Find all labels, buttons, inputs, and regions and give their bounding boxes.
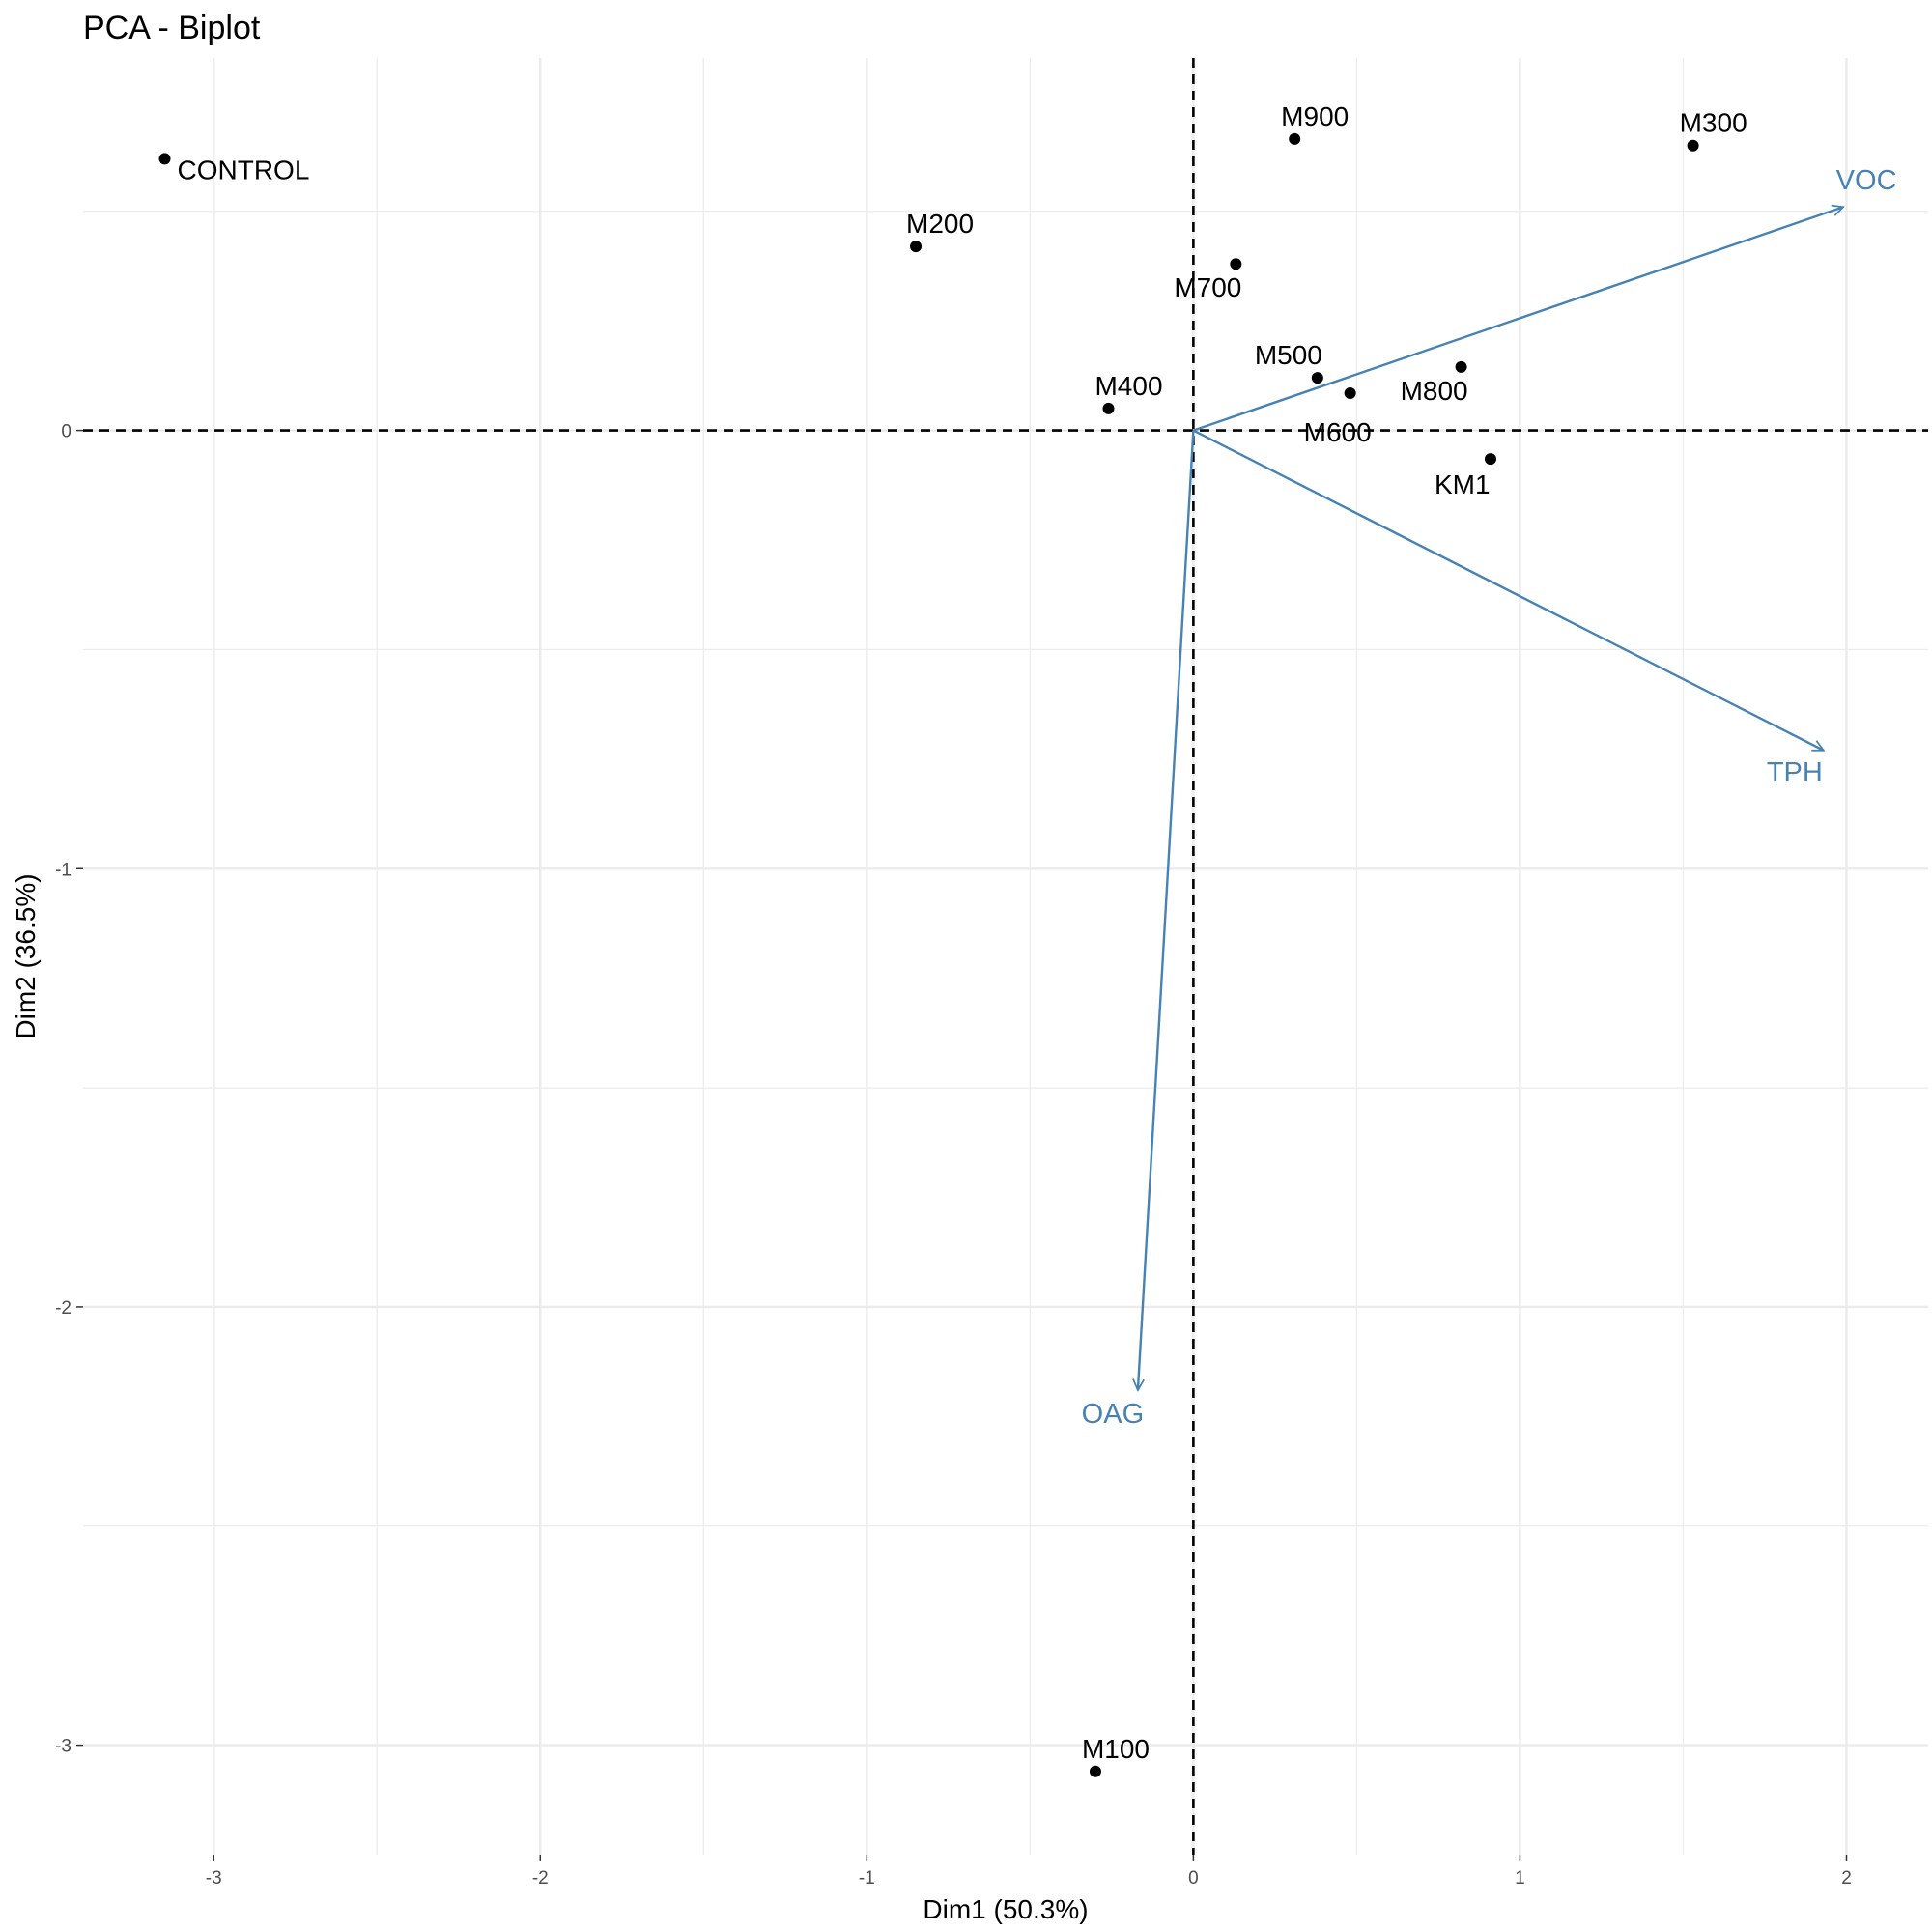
point-m700: [1230, 258, 1242, 270]
x-tick-label: 2: [1841, 1868, 1852, 1889]
point-label-m600: M600: [1304, 417, 1372, 447]
observation-points: CONTROL M200 M900 M300 M700 M500 M800 M600 M400 K…: [158, 101, 1747, 1777]
y-tick-label: -2: [55, 1298, 71, 1319]
point-m200: [910, 241, 923, 253]
point-m500: [1311, 372, 1323, 384]
point-label-km1: KM1: [1435, 469, 1491, 499]
x-tick-label: -3: [206, 1868, 222, 1889]
point-label-control: CONTROL: [178, 155, 310, 185]
variable-arrow-tph: [1192, 429, 1823, 752]
y-tick-label: 0: [61, 422, 71, 442]
point-label-m900: M900: [1281, 101, 1349, 131]
point-label-m200: M200: [906, 209, 974, 239]
point-m900: [1289, 132, 1301, 145]
chart-title: PCA - Biplot: [83, 10, 261, 46]
reference-lines: [83, 58, 1928, 1855]
grid: [83, 58, 1928, 1855]
point-km1: [1485, 453, 1497, 466]
point-m800: [1455, 360, 1467, 373]
x-tick-label: -1: [859, 1868, 875, 1889]
point-m600: [1344, 387, 1356, 400]
x-tick-label: 0: [1188, 1868, 1199, 1889]
variable-label-voc: VOC: [1836, 165, 1897, 196]
variable-label-tph: TPH: [1767, 757, 1823, 788]
variable-arrow-oag: [1138, 430, 1195, 1391]
point-label-m400: M400: [1094, 371, 1162, 401]
variable-arrow-voc: [1192, 207, 1843, 432]
y-tick-label: -1: [55, 860, 71, 880]
variable-label-oag: OAG: [1082, 1399, 1144, 1430]
y-tick-label: -3: [55, 1737, 71, 1757]
point-control: [158, 153, 171, 165]
x-axis-title: Dim1 (50.3%): [923, 1894, 1088, 1924]
point-label-m800: M800: [1401, 376, 1468, 406]
axis-ticks: -3 -2 -1 0 1 2 -3 -2 -1 0: [55, 422, 1852, 1889]
point-label-m300: M300: [1680, 108, 1747, 138]
point-label-m700: M700: [1174, 272, 1241, 302]
variable-arrows: VOC TPH OAG: [1082, 165, 1897, 1430]
x-tick-label: 1: [1515, 1868, 1525, 1889]
point-label-m500: M500: [1255, 340, 1322, 370]
point-m300: [1687, 139, 1699, 152]
point-label-m100: M100: [1082, 1734, 1150, 1764]
point-m400: [1102, 402, 1115, 414]
point-m100: [1089, 1765, 1101, 1777]
x-tick-label: -2: [532, 1868, 549, 1889]
y-axis-title: Dim2 (36.5%): [11, 873, 41, 1038]
